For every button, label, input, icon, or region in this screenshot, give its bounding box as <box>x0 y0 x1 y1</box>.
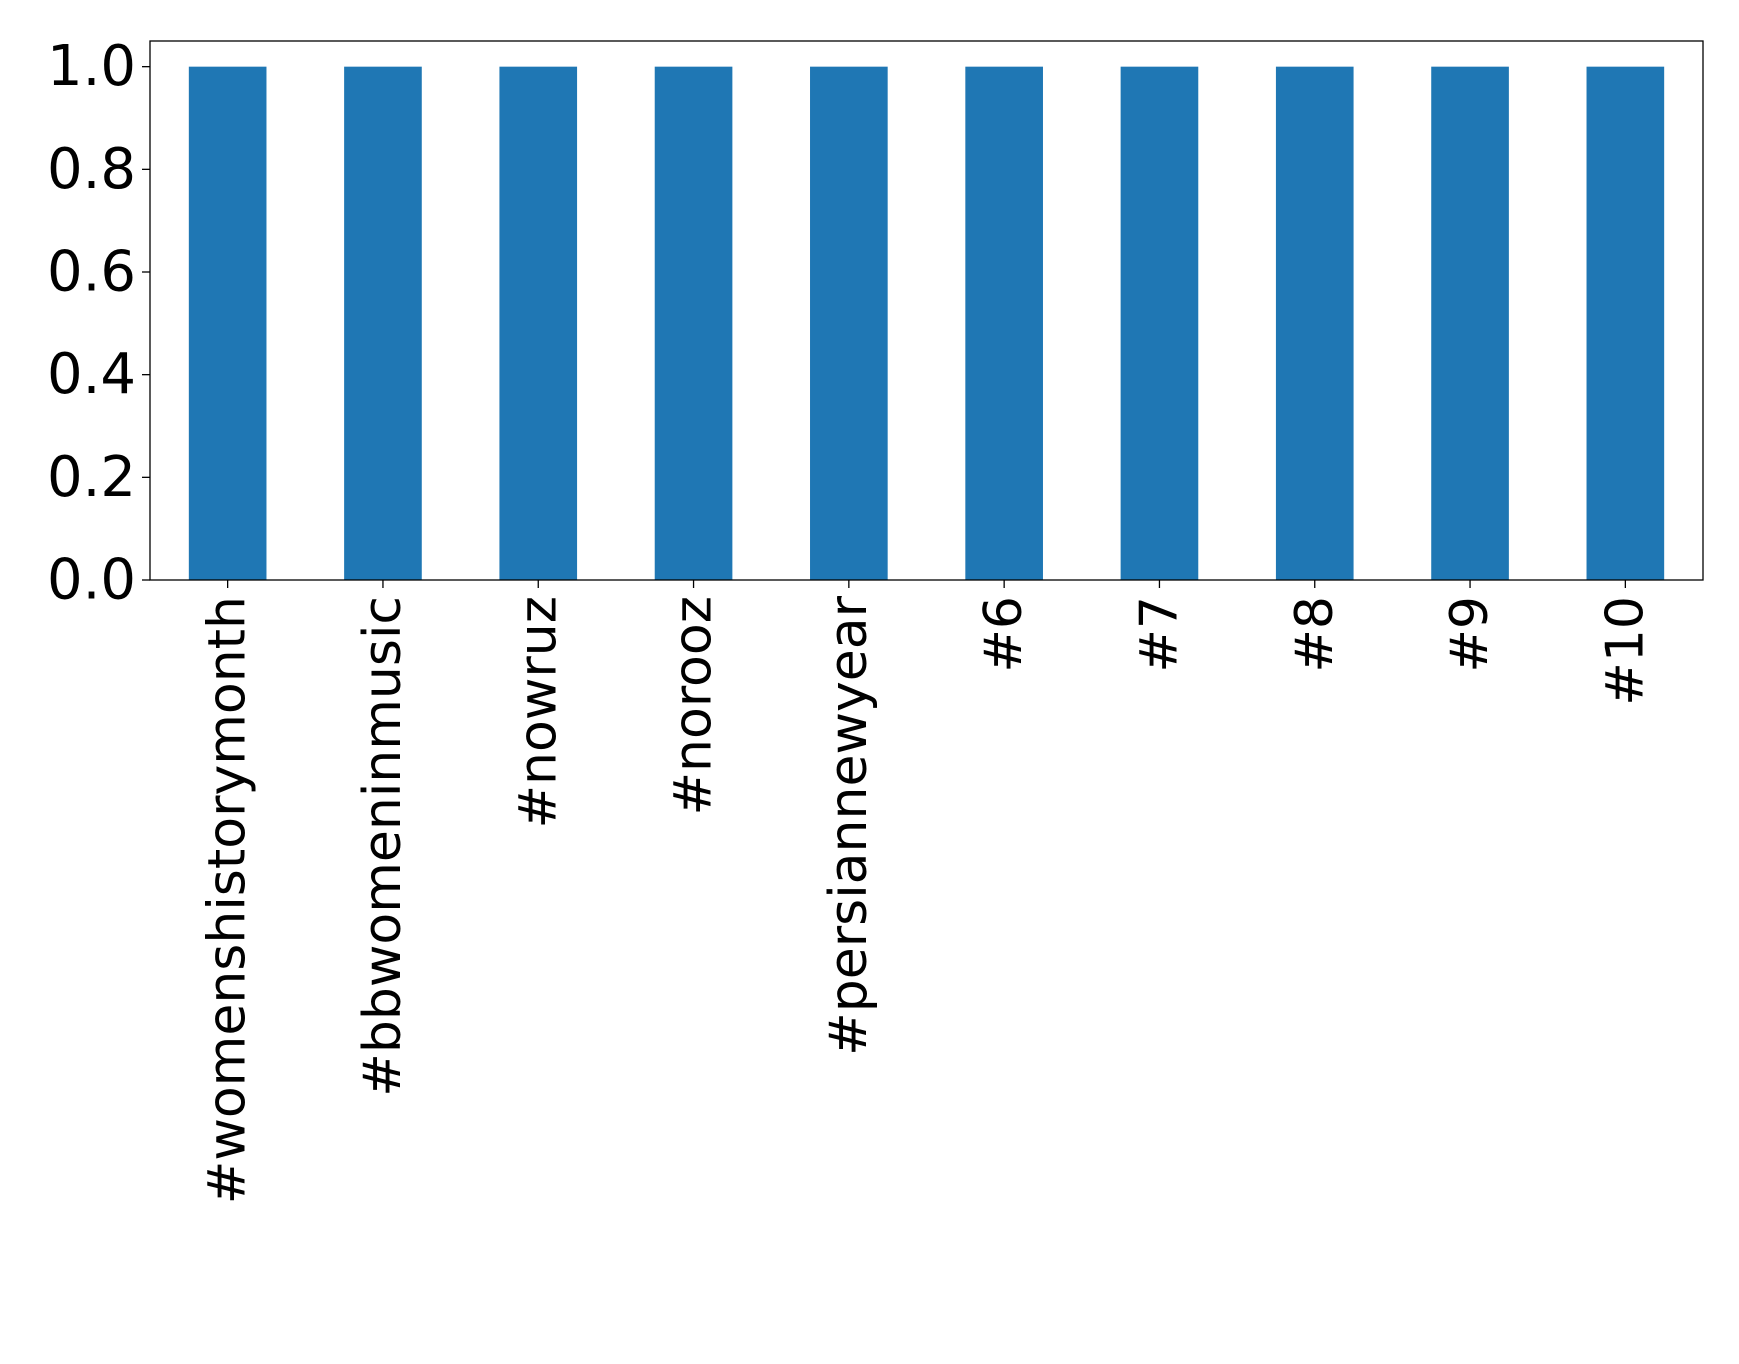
bar <box>344 66 422 580</box>
y-tick-label: 1.0 <box>47 34 136 99</box>
y-tick-label: 0.2 <box>47 445 136 510</box>
x-tick-label: #nowruz <box>508 596 568 829</box>
bar <box>810 66 888 580</box>
x-tick-label: #norooz <box>664 596 724 816</box>
x-tick-label: #6 <box>974 596 1034 673</box>
y-tick-label: 0.4 <box>47 342 136 407</box>
x-tick-label: #7 <box>1129 596 1189 673</box>
y-tick-label: 0.8 <box>47 137 136 202</box>
y-tick-label: 0.6 <box>47 240 136 305</box>
x-tick-label: #womenshistorymonth <box>198 596 258 1204</box>
y-axis: 0.0 0.2 0.4 0.6 0.8 1.0 <box>47 34 150 613</box>
bar <box>499 66 578 580</box>
bar <box>188 66 267 580</box>
bar <box>1586 66 1665 580</box>
x-axis: #womenshistorymonth #bbwomeninmusic #nowru… <box>198 580 1655 1204</box>
x-tick-label: #8 <box>1285 596 1345 673</box>
x-tick-label: #9 <box>1440 596 1500 673</box>
bar <box>1431 66 1509 580</box>
y-tick-label: 0.0 <box>47 548 136 613</box>
bar <box>654 66 733 580</box>
bars-layer <box>188 66 1665 580</box>
x-tick-label: #bbwomeninmusic <box>353 596 413 1097</box>
bar <box>1120 66 1199 580</box>
x-tick-label: #10 <box>1595 596 1655 706</box>
bar <box>1275 66 1354 580</box>
x-tick-label: #persiannewyear <box>819 595 879 1055</box>
plot-frame <box>149 40 1704 581</box>
bar <box>965 66 1043 580</box>
